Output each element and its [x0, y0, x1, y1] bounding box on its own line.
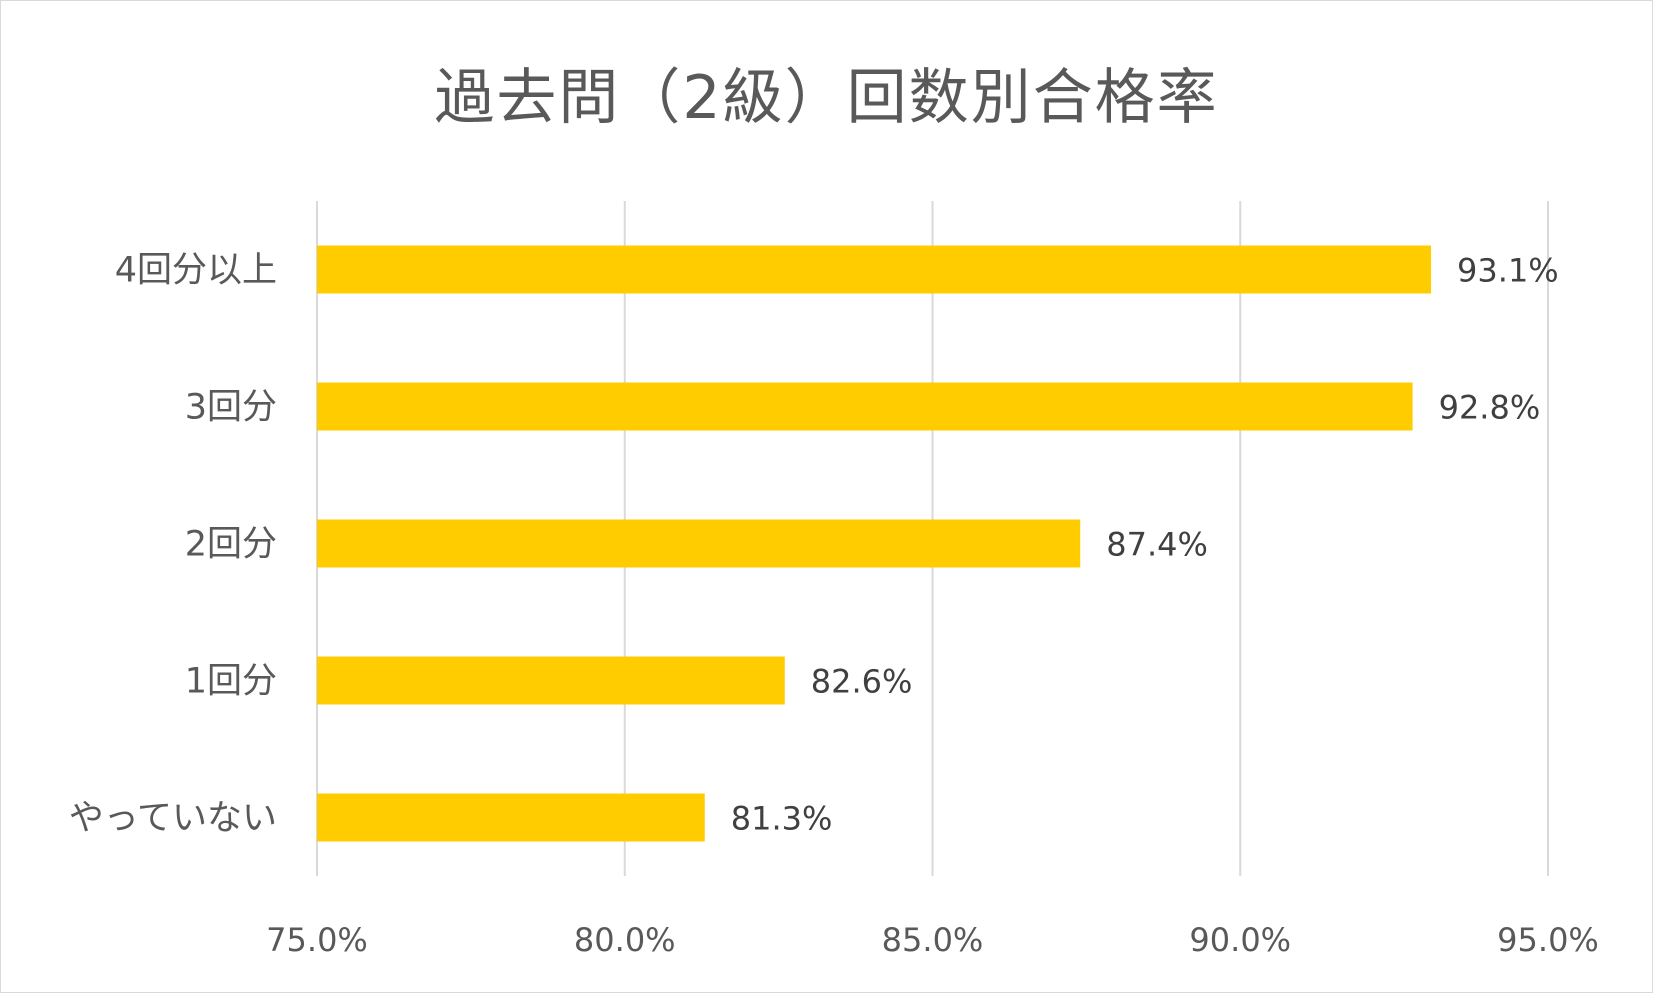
category-label: やっていない: [69, 799, 277, 839]
category-label: 3回分: [185, 388, 277, 428]
data-label: 93.1%: [1457, 252, 1559, 290]
data-label: 82.6%: [811, 663, 913, 701]
bar: [317, 656, 785, 705]
data-label: 81.3%: [731, 800, 833, 838]
data-label: 87.4%: [1106, 526, 1208, 564]
bar: [317, 793, 705, 842]
x-tick-label: 90.0%: [1189, 921, 1291, 959]
x-tick-label: 95.0%: [1497, 921, 1599, 959]
category-label: 2回分: [185, 525, 277, 565]
bar: [317, 382, 1413, 431]
bar: [317, 245, 1432, 294]
x-tick-label: 80.0%: [574, 921, 676, 959]
x-tick-label: 75.0%: [266, 921, 368, 959]
category-label: 4回分以上: [115, 251, 277, 291]
data-label: 92.8%: [1439, 389, 1541, 427]
bar: [317, 519, 1081, 568]
x-tick-label: 85.0%: [882, 921, 984, 959]
chart-title: 過去問（2級）回数別合格率: [434, 63, 1219, 133]
category-label: 1回分: [185, 662, 277, 702]
